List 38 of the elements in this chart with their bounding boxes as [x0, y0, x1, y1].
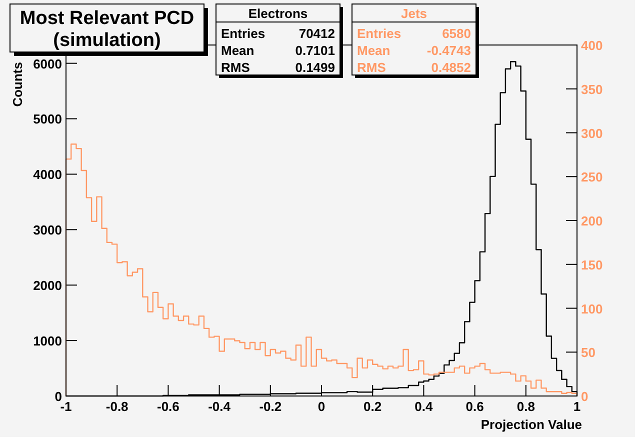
text: Electrons	[248, 6, 308, 21]
x-axis-title: Projection Value	[480, 417, 582, 432]
y-axis-title: Counts	[10, 62, 25, 107]
y2-tick-label: 100	[581, 301, 603, 316]
text: Entries 70412	[221, 26, 335, 41]
text: Entries 6580	[357, 26, 471, 41]
y-tick-label: 4000	[33, 167, 62, 182]
y2-tick-label: 300	[581, 126, 603, 141]
text: Mean 0.7101	[221, 43, 335, 58]
x-tick-label: -0.8	[106, 399, 128, 414]
x-tick-label: 0	[318, 399, 326, 414]
y-tick-label: 0	[54, 389, 62, 404]
y2-tick-label: 150	[581, 257, 603, 272]
y-tick-label: 1000	[33, 334, 62, 349]
x-tick-label: -1	[60, 399, 72, 414]
y-tick-label: 5000	[33, 112, 62, 127]
y2-tick-label: 200	[581, 214, 603, 228]
y2-tick-label: 350	[581, 82, 603, 97]
y2-tick-label: 400	[581, 38, 603, 53]
y-tick-label: 6000	[33, 56, 62, 72]
x-tick-label: -0.4	[208, 399, 232, 414]
x-tick-label: -0.6	[156, 399, 180, 414]
y-tick-label: 3000	[33, 222, 62, 238]
x-tick-label: 0.2	[364, 399, 382, 414]
x-tick-label: 1	[573, 399, 581, 414]
y-tick-label: 2000	[33, 278, 62, 294]
text: Mean -0.4743	[357, 43, 471, 58]
y2-tick-label: 50	[581, 345, 596, 360]
y2-tick-label: 0	[581, 389, 588, 404]
chart-title: Most Relevant PCD (simulation)	[20, 8, 194, 51]
x-tick-label: -0.2	[259, 399, 282, 414]
x-tick-label: 0.6	[466, 399, 484, 414]
text: RMS 0.4852	[357, 60, 471, 75]
x-tick-label: 0.4	[414, 399, 434, 414]
y2-tick-label: 250	[581, 170, 603, 185]
x-tick-label: 0.8	[516, 399, 535, 414]
text: Jets	[400, 6, 428, 21]
text: RMS 0.1499	[221, 60, 335, 75]
